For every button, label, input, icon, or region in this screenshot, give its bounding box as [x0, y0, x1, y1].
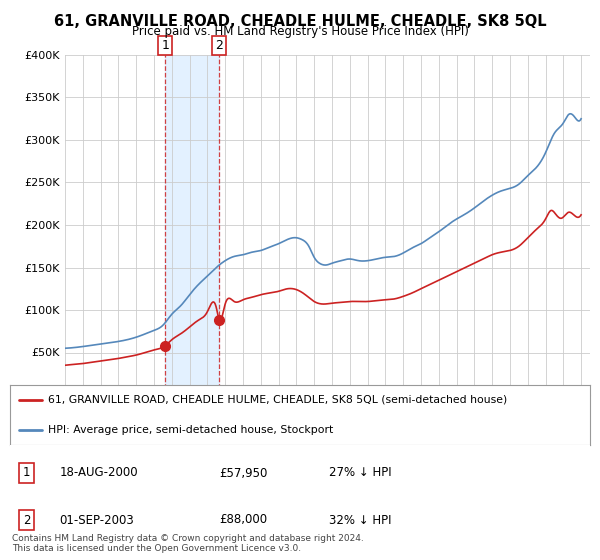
- Text: 61, GRANVILLE ROAD, CHEADLE HULME, CHEADLE, SK8 5QL (semi-detached house): 61, GRANVILLE ROAD, CHEADLE HULME, CHEAD…: [48, 395, 507, 405]
- Text: 27% ↓ HPI: 27% ↓ HPI: [329, 466, 392, 479]
- Text: Price paid vs. HM Land Registry's House Price Index (HPI): Price paid vs. HM Land Registry's House …: [131, 25, 469, 38]
- Text: HPI: Average price, semi-detached house, Stockport: HPI: Average price, semi-detached house,…: [48, 425, 333, 435]
- Text: Contains HM Land Registry data © Crown copyright and database right 2024.
This d: Contains HM Land Registry data © Crown c…: [12, 534, 364, 553]
- Text: 1: 1: [161, 39, 169, 52]
- Text: 2: 2: [23, 514, 30, 526]
- Bar: [165, 55, 219, 395]
- Text: 32% ↓ HPI: 32% ↓ HPI: [329, 514, 392, 526]
- Text: 2: 2: [215, 39, 223, 52]
- Text: 01-SEP-2003: 01-SEP-2003: [59, 514, 134, 526]
- Text: £88,000: £88,000: [219, 514, 267, 526]
- Text: 61, GRANVILLE ROAD, CHEADLE HULME, CHEADLE, SK8 5QL: 61, GRANVILLE ROAD, CHEADLE HULME, CHEAD…: [53, 14, 547, 29]
- Text: 18-AUG-2000: 18-AUG-2000: [59, 466, 138, 479]
- Text: 1: 1: [23, 466, 30, 479]
- Text: £57,950: £57,950: [219, 466, 267, 479]
